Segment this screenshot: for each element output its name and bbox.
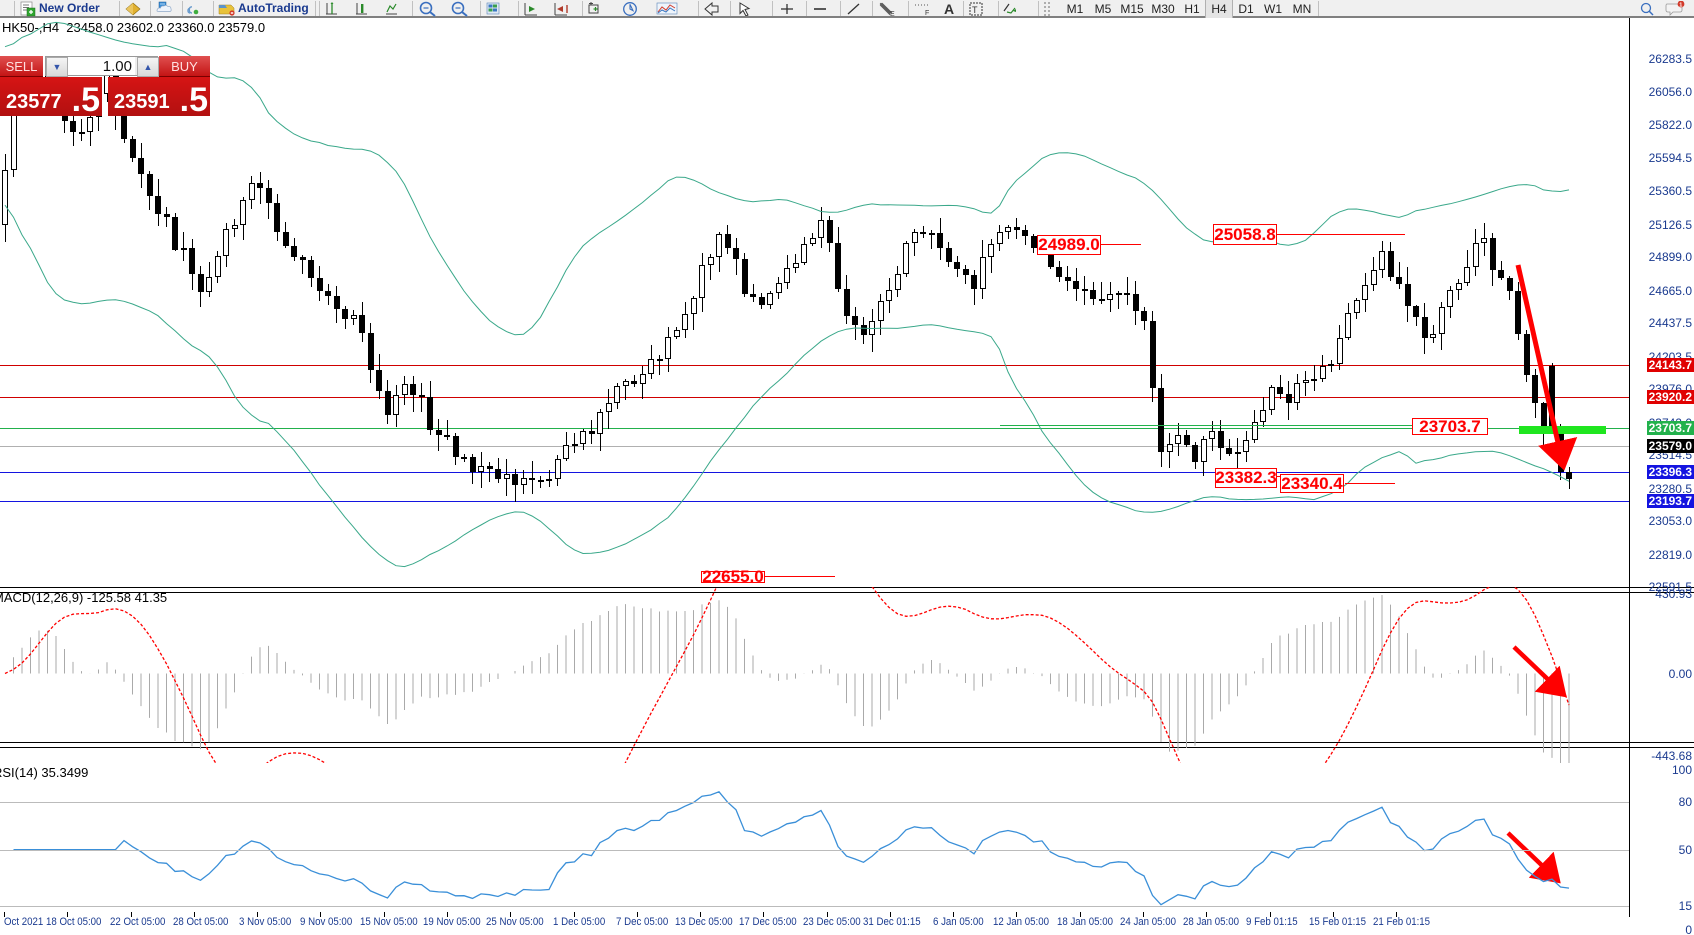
- svg-text:T: T: [972, 5, 978, 15]
- svg-text:E: E: [890, 11, 895, 17]
- svg-text:F: F: [925, 10, 929, 15]
- svg-text:1: 1: [1679, 2, 1682, 8]
